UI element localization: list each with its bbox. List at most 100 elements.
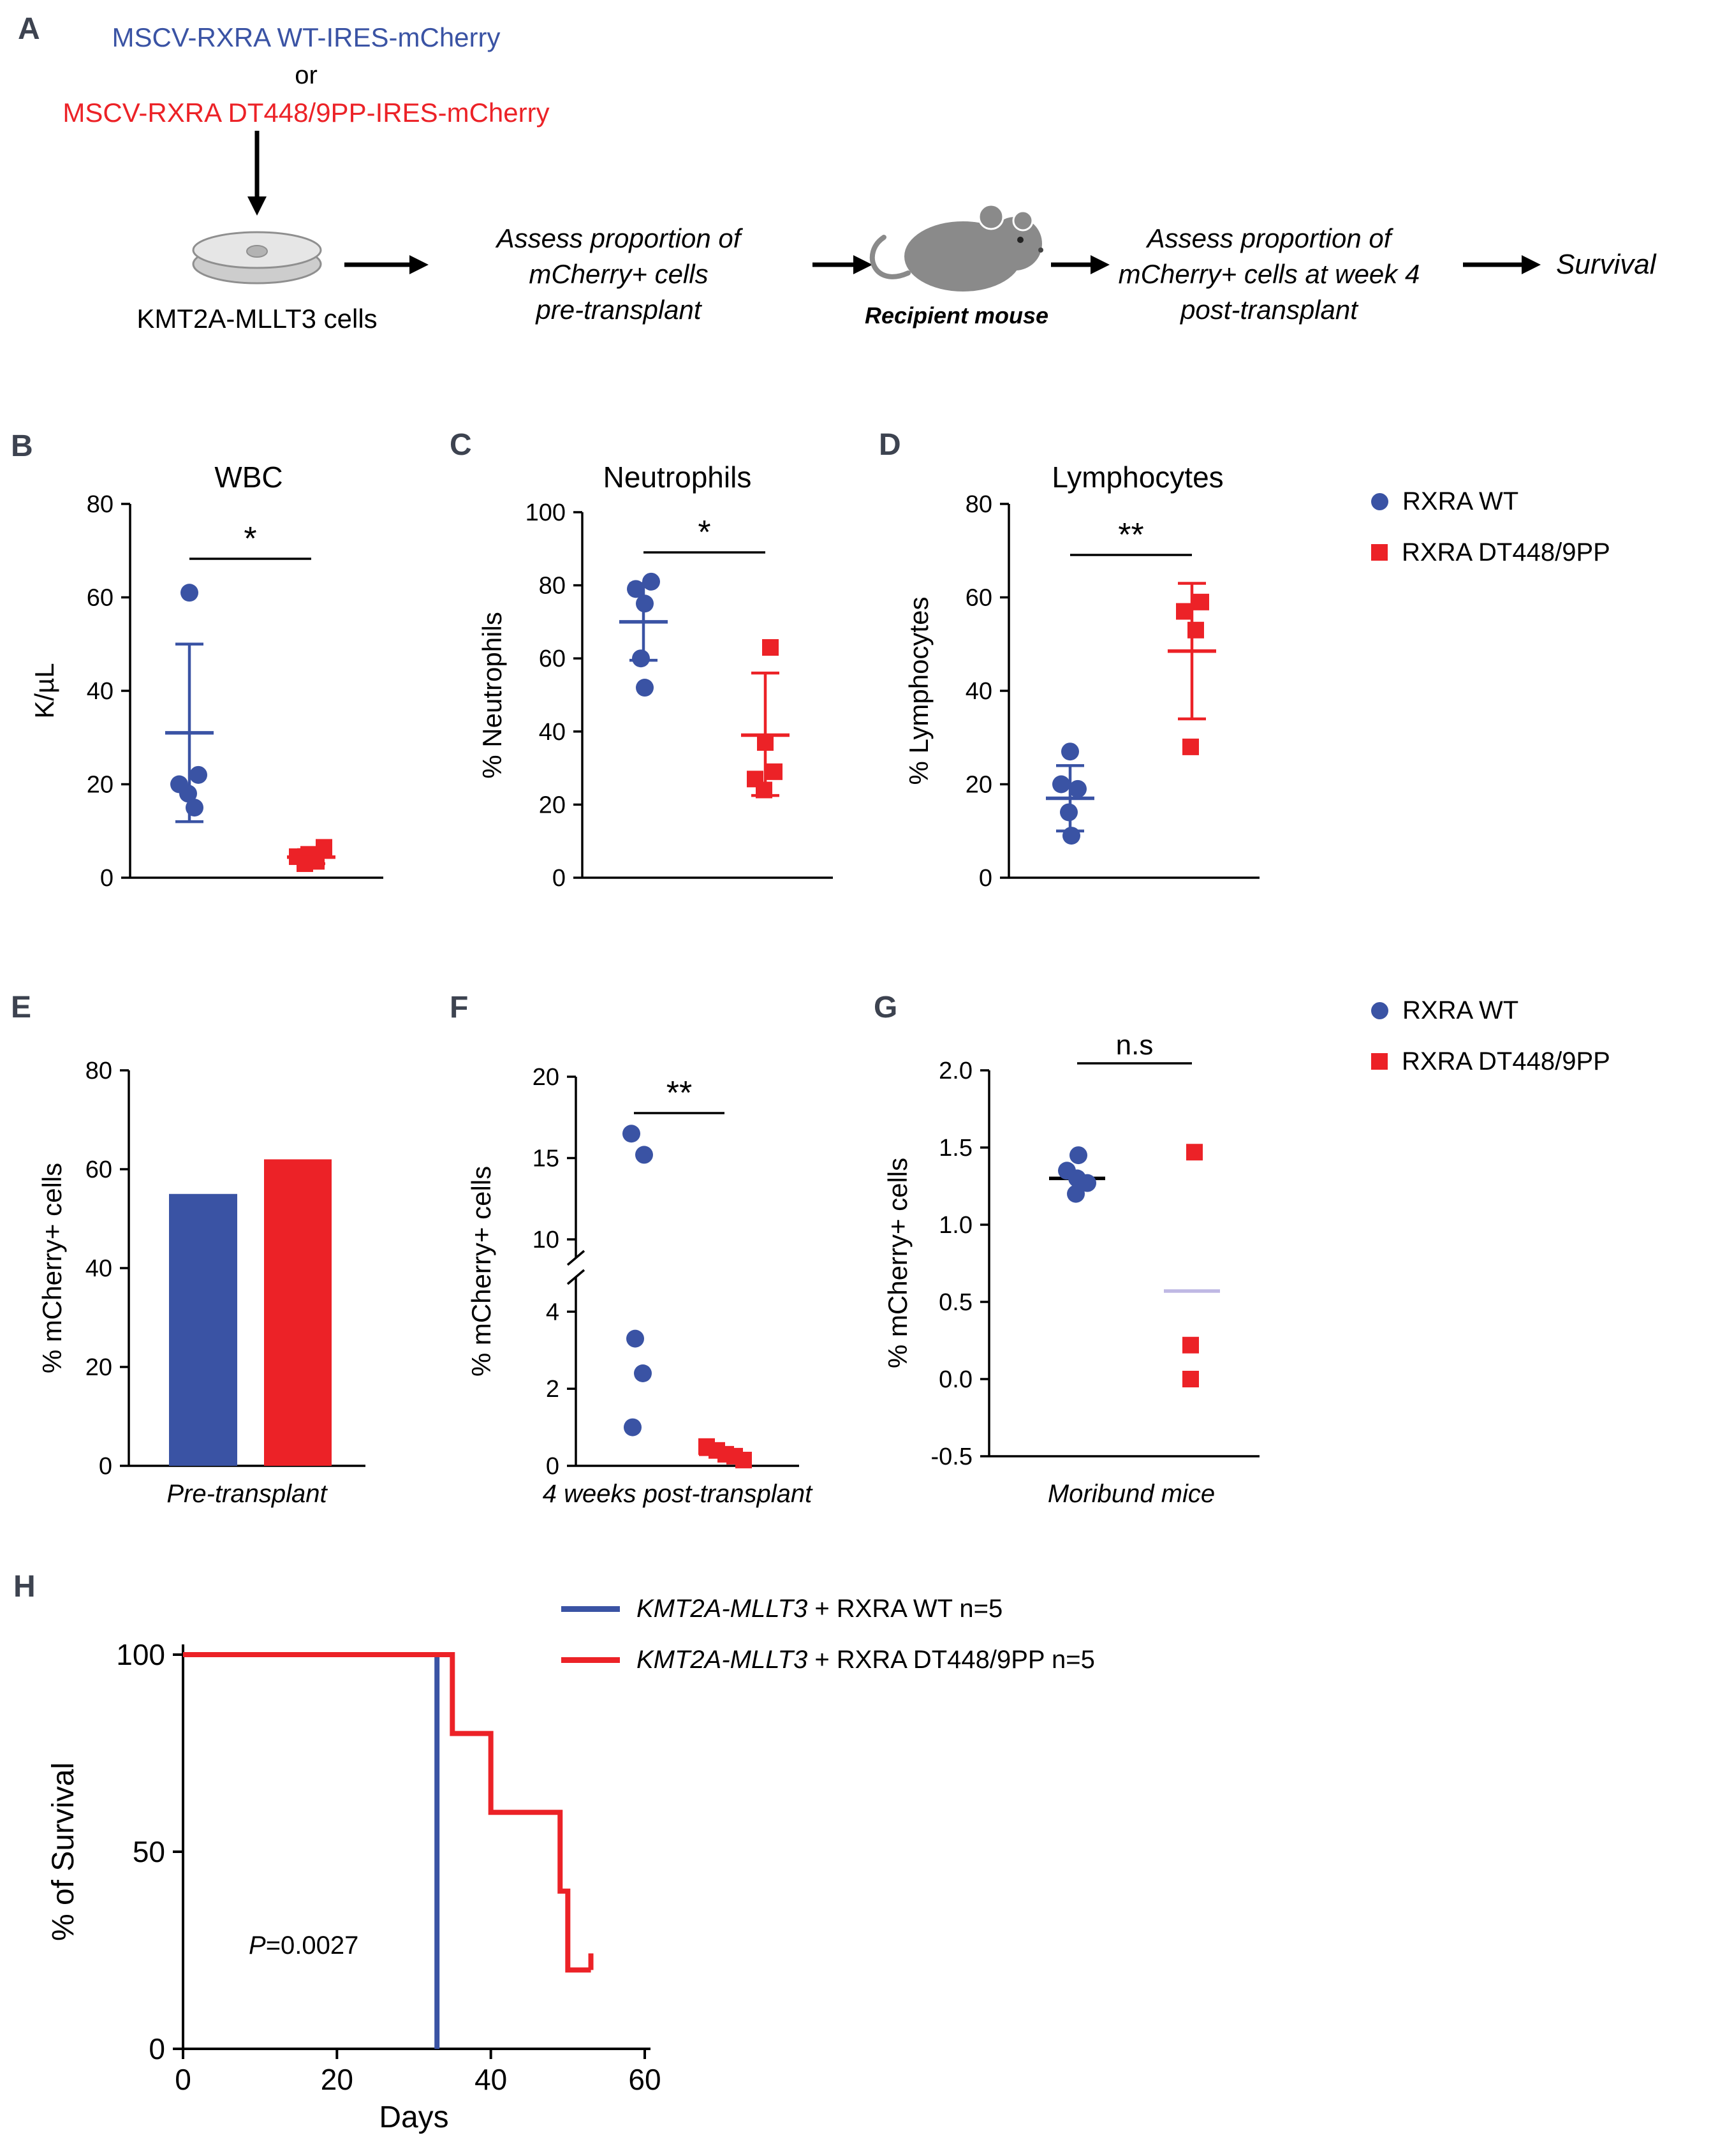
y-tick-label: 0 <box>99 1453 112 1480</box>
legend-top: RXRA WT RXRA DT448/9PP <box>1371 484 1610 586</box>
y-tick-label: 60 <box>87 585 114 612</box>
data-point <box>1193 593 1209 610</box>
data-point <box>756 781 772 799</box>
data-point <box>622 1125 640 1143</box>
x-tick-label: 40 <box>474 2063 507 2096</box>
data-point <box>1078 1174 1096 1192</box>
data-point <box>1069 1146 1087 1165</box>
step2-line3: post-transplant <box>1180 295 1358 325</box>
y-tick-label: 0 <box>149 2032 165 2065</box>
data-point <box>297 855 313 873</box>
y-tick-label: 40 <box>539 719 566 746</box>
y-tick-label: 20 <box>533 1064 559 1091</box>
y-tick-label: 2 <box>546 1376 559 1403</box>
survival-curve-wt <box>183 1652 440 2049</box>
data-point <box>1182 1371 1199 1387</box>
survival-label: Survival <box>1556 249 1656 280</box>
panel-h-label: H <box>13 1570 36 1604</box>
chart-posttransplant-svg: 0 2 4 10 15 20 % mCherry+ cells 4 weeks post-tr… <box>466 1064 813 1508</box>
y-tick-label: 4 <box>546 1299 559 1325</box>
flow-arrowhead-icon <box>1522 255 1541 274</box>
data-point <box>626 1329 644 1348</box>
chart-pretransplant-svg: 0 20 40 60 80 % mCherry+ cells Pre-transplant <box>37 1058 365 1508</box>
survival-mut-label: KMT2A-MLLT3 + RXRA DT448/9PP n=5 <box>636 1646 1095 1674</box>
data-point <box>632 649 650 668</box>
data-point <box>1182 738 1199 755</box>
chart-lymphocytes-svg: 0 20 40 60 80 Lymphocytes % Lymphocytes ** <box>904 461 1260 892</box>
y-tick-label: 2.0 <box>939 1058 973 1084</box>
step2-text: Assess proportion of mCherry+ cells at w… <box>1046 221 1492 328</box>
panel-c-label: C <box>450 428 472 462</box>
survival-legend: KMT2A-MLLT3 + RXRA WT n=5 KMT2A-MLLT3 + … <box>561 1590 1095 1692</box>
x-axis-label: 4 weeks post-transplant <box>543 1480 813 1508</box>
y-axis-label: % of Survival <box>47 1762 80 1941</box>
panel-b-label: B <box>11 429 33 463</box>
y-tick-label: 80 <box>966 491 992 518</box>
y-tick-label: 1.5 <box>939 1135 973 1162</box>
chart-neutrophils-svg: 0 20 40 60 80 100 Neutrophils % Neutrophils * <box>477 461 833 892</box>
x-tick-label: 60 <box>628 2063 661 2096</box>
data-point <box>189 765 207 784</box>
legend-item-survival-mut: KMT2A-MLLT3 + RXRA DT448/9PP n=5 <box>561 1641 1095 1679</box>
sig-label: ** <box>666 1075 692 1112</box>
y-tick-label: 40 <box>966 678 992 705</box>
y-tick-label: 40 <box>87 678 114 705</box>
chart-title: WBC <box>214 461 283 494</box>
sig-label: * <box>244 521 256 557</box>
p-value: P=0.0027 <box>249 1931 358 1960</box>
data-point <box>1187 621 1204 639</box>
y-axis-label: % mCherry+ cells <box>37 1163 67 1373</box>
data-point <box>180 584 198 602</box>
data-point <box>636 679 654 697</box>
p-number: =0.0027 <box>265 1931 359 1960</box>
data-point <box>1182 1336 1199 1354</box>
mut-square-marker-icon <box>1371 1053 1388 1070</box>
legend-item-wt: RXRA WT <box>1371 993 1610 1028</box>
y-tick-label: 40 <box>85 1255 112 1282</box>
y-tick-label: 100 <box>525 499 566 526</box>
y-tick-label: 20 <box>87 772 114 799</box>
y-tick-label: 0 <box>100 865 114 892</box>
data-point <box>766 763 783 780</box>
data-point <box>635 1146 653 1164</box>
mut-line-marker-icon <box>561 1657 620 1663</box>
data-point <box>316 839 332 856</box>
y-axis-label: % Lymphocytes <box>904 597 934 785</box>
mouse-ear-icon <box>1012 210 1034 232</box>
sig-label: * <box>698 514 710 551</box>
data-point <box>1176 603 1193 620</box>
gene-name: KMT2A-MLLT3 <box>636 1594 808 1623</box>
legend-wt-label: RXRA WT <box>1402 487 1519 515</box>
condition-name: + RXRA WT n=5 <box>807 1594 1003 1623</box>
data-point <box>1186 1144 1203 1161</box>
y-tick-label: 80 <box>85 1058 112 1084</box>
step1-text: Assess proportion of mCherry+ cells pre-… <box>408 221 829 328</box>
data-point <box>186 799 203 817</box>
y-tick-label: 0.5 <box>939 1289 973 1316</box>
mut-square-marker-icon <box>1371 544 1388 561</box>
panel-f-label: F <box>450 991 469 1024</box>
flow-arrowhead-icon <box>409 255 429 274</box>
sig-label: ** <box>1118 517 1143 554</box>
y-tick-label: 20 <box>85 1354 112 1381</box>
step2-line2: mCherry+ cells at week 4 <box>1118 259 1420 289</box>
y-tick-label: 50 <box>133 1835 165 1868</box>
x-axis-label: Days <box>379 2101 448 2134</box>
y-tick-label: 100 <box>116 1638 165 1671</box>
step1-line3: pre-transplant <box>536 295 702 325</box>
x-tick-label: 20 <box>321 2063 353 2096</box>
survival-curve-mut <box>183 1652 591 1973</box>
data-point <box>642 572 660 591</box>
condition-name: + RXRA DT448/9PP n=5 <box>807 1645 1095 1674</box>
mouse-nose-icon <box>1038 247 1043 253</box>
legend-wt-label: RXRA WT <box>1402 996 1519 1024</box>
bar-wt <box>169 1193 237 1466</box>
mouse-head-icon <box>988 217 1042 270</box>
y-tick-label: 0 <box>979 865 992 892</box>
data-point <box>179 785 197 803</box>
x-axis-label: Pre-transplant <box>166 1480 328 1508</box>
data-point <box>1061 742 1079 761</box>
petri-dish-center-icon <box>246 245 268 258</box>
data-point <box>1067 1185 1085 1203</box>
legend-mut-label: RXRA DT448/9PP <box>1402 538 1610 566</box>
